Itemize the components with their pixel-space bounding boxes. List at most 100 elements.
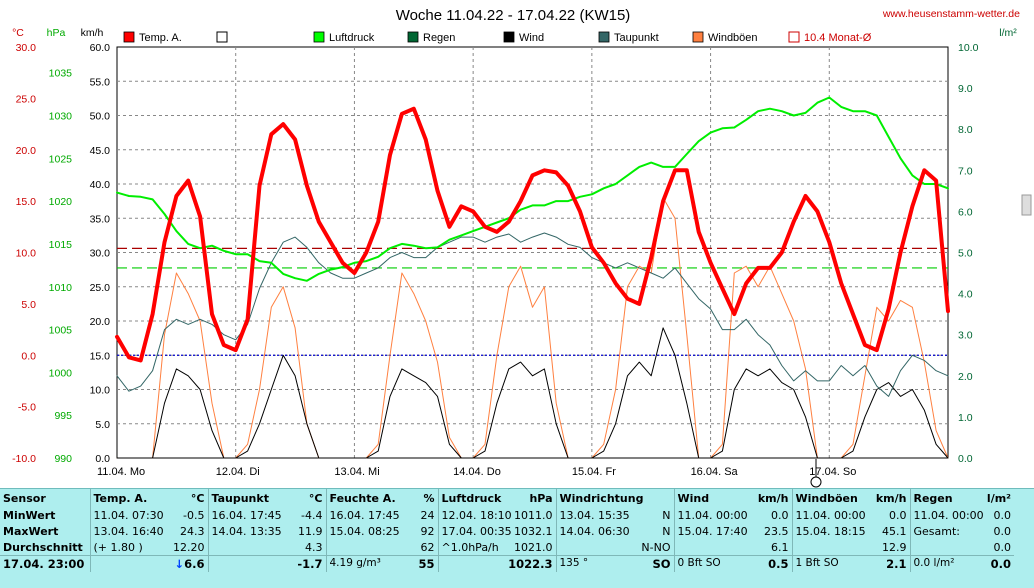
grid [117, 47, 948, 458]
stat-value: 0.0 [993, 524, 1012, 538]
legend-swatch [216, 31, 228, 43]
stat-cell: Luftdruck hPa [437, 489, 556, 507]
stat-value: 4.3 [305, 540, 323, 554]
watermark-link[interactable]: www.heusenstamm-wetter.de [882, 8, 1020, 20]
stat-value: SO [652, 557, 671, 571]
stat-cell: 11.04. 00:00 0.0 [791, 507, 910, 523]
stat-cell: 16.04. 17:45 24 [325, 507, 438, 523]
scroll-handle[interactable] [1021, 194, 1032, 216]
stat-value: N [662, 524, 671, 538]
stat-time: 14.04. 13:35 [211, 524, 282, 538]
stat-cell: 13.04. 16:40 24.3 [89, 523, 208, 539]
stats-current-row: 17.04. 23:00 ↓ 6.6 -1.7 4.19 g/m³ 55 1022.3 135… [0, 555, 1014, 572]
stat-cell: 1022.3 [437, 555, 556, 572]
temp-tick-label: 0.0 [21, 350, 36, 362]
stat-time: 13.04. 16:40 [93, 524, 164, 538]
stat-value: -4.4 [301, 508, 323, 522]
stat-cell: Windböen km/h [791, 489, 910, 507]
stat-time: Wind [677, 491, 710, 505]
legend-item: Regen [407, 31, 455, 44]
rain-tick-label: 2.0 [958, 371, 973, 383]
stat-cell: Gesamt: 0.0 [909, 523, 1014, 539]
stat-cell: 12.9 [791, 539, 910, 556]
stat-cell: 6.1 [673, 539, 792, 556]
stat-cell: 12.04. 18:10 1011.0 [437, 507, 556, 523]
temp-tick-label: -5.0 [18, 402, 36, 414]
legend-label: Windböen [708, 32, 758, 44]
statistics-table: Sensor Temp. A. °C Taupunkt °C Feuchte A.% Luf… [0, 489, 1014, 572]
stats-row-label: MaxWert [3, 524, 59, 538]
pressure-tick-label: 1005 [49, 325, 73, 337]
stat-cell: -1.7 [207, 555, 326, 572]
stat-value: N-NO [641, 540, 671, 554]
stat-value: 45.1 [882, 524, 907, 538]
temp-tick-label: 15.0 [16, 196, 37, 208]
legend-label: Regen [423, 32, 455, 44]
stat-value: hPa [529, 491, 553, 505]
stat-cell: 13.04. 15:35 N [555, 507, 674, 523]
stat-value: 0.0 [889, 508, 907, 522]
stat-value: 0.0 [990, 557, 1011, 571]
legend-label: Taupunkt [614, 32, 659, 44]
stat-time: 16.04. 17:45 [211, 508, 282, 522]
wind-tick-label: 60.0 [90, 42, 111, 54]
stat-cell: 14.04. 06:30 N [555, 523, 674, 539]
stat-value: 92 [420, 524, 435, 538]
legend-item: Wind [503, 31, 544, 44]
stat-time: 11.04. 00:00 [795, 508, 866, 522]
stat-cell: 0 Bft SO 0.5 [673, 555, 792, 572]
weather-chart: 30.0 25.0 20.0 15.0 10.0 5.0 0.0 -5.0 -10.0 1035 1… [12, 7, 1032, 488]
series-luftdruck [116, 96, 949, 282]
stat-value: 6.6 [184, 557, 205, 571]
temp-tick-label: 25.0 [16, 93, 37, 105]
stats-row: MinWert 11.04. 07:30 -0.5 16.04. 17:45 -4.4 1… [0, 507, 1014, 523]
stat-value: N [662, 508, 671, 522]
wind-tick-label: 5.0 [95, 419, 110, 431]
stat-value: l/m² [986, 491, 1011, 505]
wind-tick-label: 20.0 [90, 316, 111, 328]
stat-value: km/h [757, 491, 789, 505]
stat-time: 0 Bft SO [677, 557, 721, 569]
stat-cell: 4.3 [207, 539, 326, 556]
wind-tick-label: 15.0 [90, 350, 111, 362]
stat-value: 0.5 [768, 557, 789, 571]
stat-cell: ^1.0hPa/h 1021.0 [437, 539, 556, 556]
wind-tick-label: 30.0 [90, 248, 111, 260]
stat-time: 1 Bft SO [795, 557, 839, 569]
day-label: 15.04. Fr [572, 466, 616, 478]
pressure-unit-label: hPa [47, 27, 66, 39]
wind-tick-label: 0.0 [95, 453, 110, 465]
rain-tick-label: 5.0 [958, 248, 973, 260]
series-temp-a [115, 106, 950, 363]
stat-time: Feuchte A. [329, 491, 396, 505]
stat-cell: 15.04. 08:25 92 [325, 523, 438, 539]
legend-swatch [598, 31, 610, 43]
stat-cell: 0.0 l/m² 0.0 [909, 555, 1014, 572]
scroll-marker[interactable] [810, 459, 822, 488]
series-wind [116, 327, 949, 459]
wind-tick-label: 40.0 [90, 179, 111, 191]
stat-value: 0.0 [771, 508, 789, 522]
stat-value: 2.1 [886, 557, 907, 571]
stat-time: Sensor [3, 491, 46, 505]
stat-value: 24 [420, 508, 435, 522]
legend-item: Windböen [692, 31, 758, 44]
legend-item: Luftdruck [313, 31, 375, 44]
stat-value: % [423, 491, 435, 505]
statistics-panel: Sensor Temp. A. °C Taupunkt °C Feuchte A.% Luf… [0, 488, 1034, 588]
stat-value: 0.0 [993, 508, 1012, 522]
pressure-tick-label: 1035 [49, 68, 73, 80]
legend-item: Temp. A. [123, 31, 182, 44]
rain-tick-label: 6.0 [958, 206, 973, 218]
stat-time: 4.19 g/m³ [329, 557, 381, 569]
stat-value: 1011.0 [514, 508, 553, 522]
wind-tick-label: 50.0 [90, 111, 111, 123]
stat-value: 24.3 [180, 524, 205, 538]
legend-swatch [313, 31, 325, 43]
stat-value: 1032.1 [514, 524, 553, 538]
day-label: 12.04. Di [216, 466, 260, 478]
series-taupunkt [116, 232, 949, 397]
rain-tick-label: 8.0 [958, 124, 973, 136]
stat-cell: N-NO [555, 539, 674, 556]
rain-tick-label: 4.0 [958, 289, 973, 301]
